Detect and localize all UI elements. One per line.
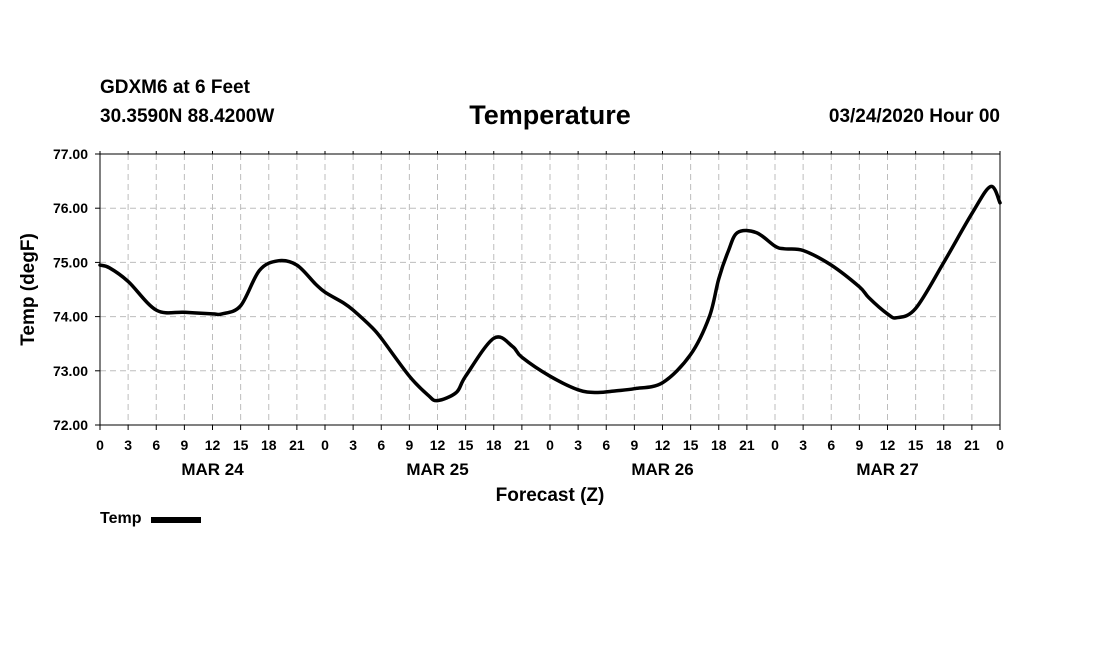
- x-tick-label: 3: [574, 437, 582, 453]
- x-tick-label: 6: [827, 437, 835, 453]
- x-tick-label: 15: [683, 437, 699, 453]
- run-time-label: 03/24/2020 Hour 00: [828, 106, 1000, 127]
- legend: Temp: [100, 510, 202, 528]
- station-label: GDXM6 at 6 Feet: [100, 77, 250, 98]
- x-axis-title: Forecast (Z): [496, 485, 605, 506]
- x-tick-label: 12: [655, 437, 671, 453]
- y-tick-label: 77.00: [53, 146, 88, 162]
- grid: [100, 154, 1000, 425]
- x-tick-label: 12: [430, 437, 446, 453]
- x-tick-label: 15: [458, 437, 474, 453]
- x-tick-label: 3: [349, 437, 357, 453]
- coordinates-label: 30.3590N 88.4200W: [100, 106, 275, 127]
- x-tick-label: 6: [602, 437, 610, 453]
- x-tick-label: 0: [546, 437, 554, 453]
- y-tick-label: 76.00: [53, 200, 88, 216]
- x-tick-label: 0: [96, 437, 104, 453]
- day-label: MAR 27: [856, 460, 918, 479]
- x-tick-label: 18: [936, 437, 952, 453]
- x-tick-label: 12: [880, 437, 896, 453]
- x-tick-label: 0: [996, 437, 1004, 453]
- x-tick-label: 0: [321, 437, 329, 453]
- x-tick-label: 21: [289, 437, 305, 453]
- plot-frame: [99, 153, 1001, 426]
- legend-swatch: [151, 517, 202, 523]
- x-tick-label: 3: [124, 437, 132, 453]
- x-tick-labels: 0 3 6 9 12 15 18 21 0 3 6 9 12 15 18 21 0 3 6 9 12 15 18 21 0 3 6 9…: [96, 437, 1004, 453]
- x-tick-label: 15: [908, 437, 924, 453]
- y-tick-label: 74.00: [53, 309, 88, 325]
- x-tick-label: 18: [261, 437, 277, 453]
- y-tick-label: 72.00: [53, 417, 88, 433]
- x-tick-label: 21: [739, 437, 755, 453]
- y-tick-label: 75.00: [53, 254, 88, 270]
- x-tick-label: 12: [205, 437, 221, 453]
- x-tick-label: 18: [486, 437, 502, 453]
- x-tick-label: 9: [855, 437, 863, 453]
- day-labels: MAR 24 MAR 25 MAR 26 MAR 27: [181, 460, 918, 479]
- x-tick-label: 6: [377, 437, 385, 453]
- x-tick-label: 3: [799, 437, 807, 453]
- x-tick-label: 18: [711, 437, 727, 453]
- chart-title: Temperature: [469, 100, 631, 130]
- y-tick-labels: 72.00 73.00 74.00 75.00 76.00 77.00: [53, 146, 88, 433]
- x-tick-label: 9: [630, 437, 638, 453]
- x-tick-label: 9: [405, 437, 413, 453]
- day-label: MAR 24: [181, 460, 244, 479]
- day-label: MAR 25: [406, 460, 468, 479]
- x-tick-label: 0: [771, 437, 779, 453]
- day-label: MAR 26: [631, 460, 693, 479]
- x-tick-label: 15: [233, 437, 249, 453]
- x-tick-label: 21: [514, 437, 530, 453]
- y-tick-label: 73.00: [53, 363, 88, 379]
- temp-series-line: [98, 184, 1002, 403]
- y-axis-title: Temp (degF): [18, 233, 39, 346]
- x-tick-label: 21: [964, 437, 980, 453]
- legend-label: Temp: [100, 510, 142, 527]
- x-tick-label: 6: [152, 437, 160, 453]
- x-tick-label: 9: [180, 437, 188, 453]
